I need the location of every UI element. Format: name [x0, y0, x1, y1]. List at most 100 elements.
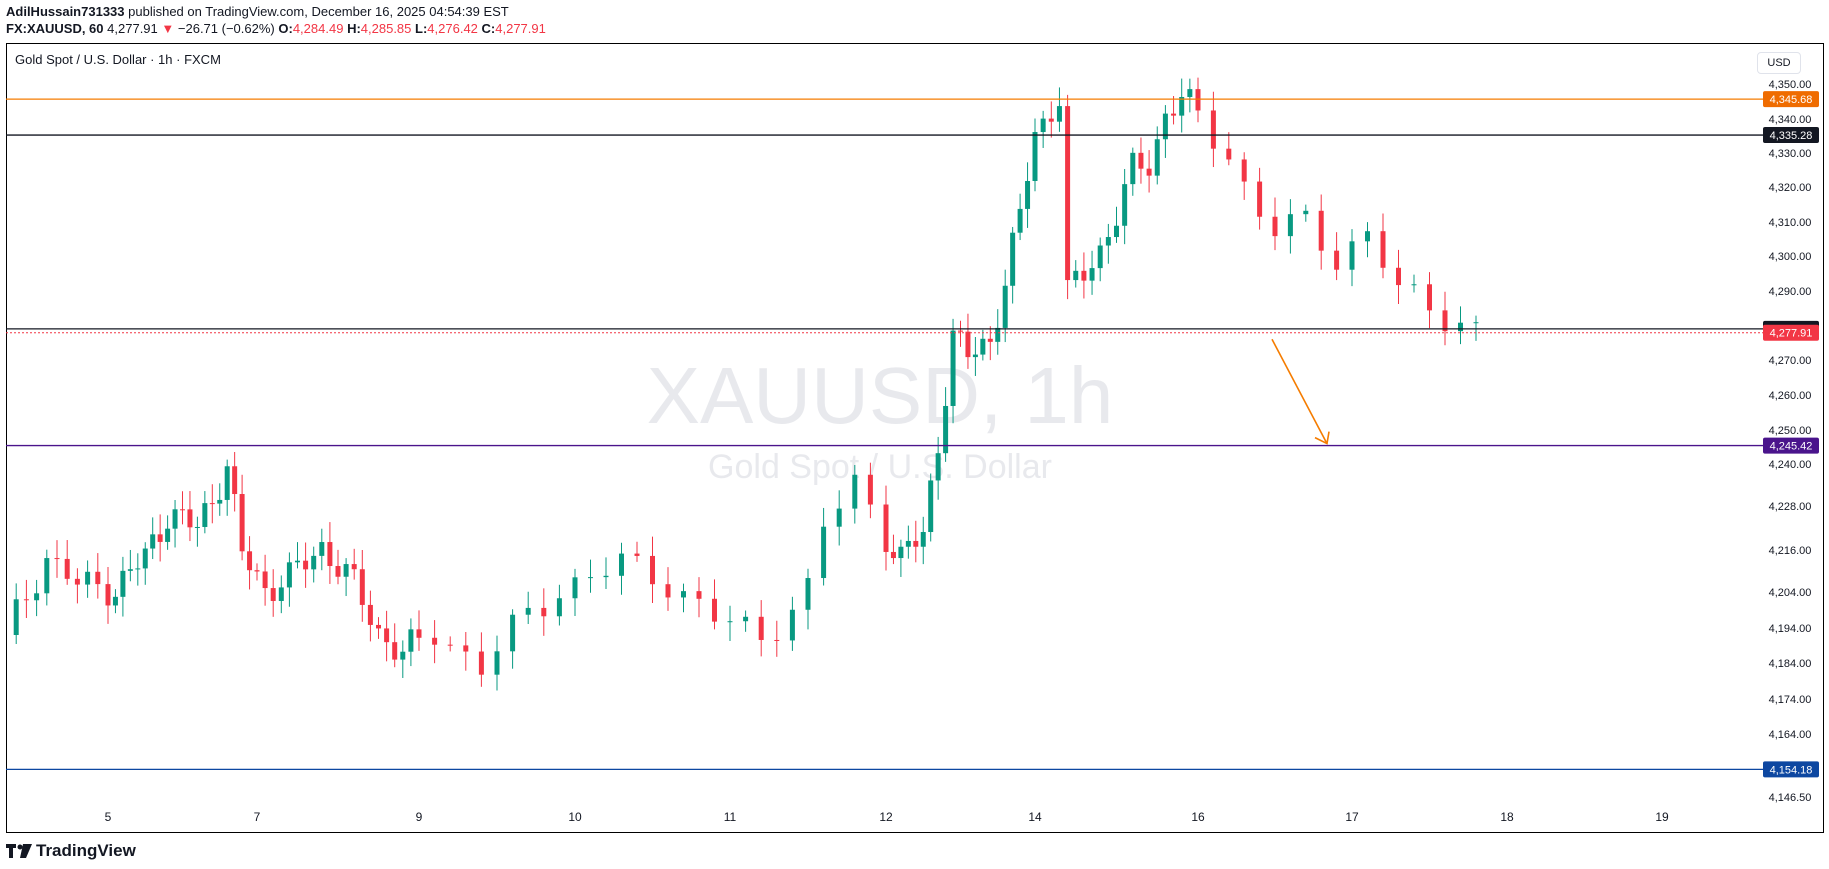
- price-change: −26.71 (−0.62%): [177, 21, 275, 36]
- tradingview-logo-icon: [6, 844, 32, 858]
- candle-body: [556, 598, 562, 617]
- candle-body: [743, 616, 749, 622]
- level-badge-label: 4,277.91: [1770, 328, 1813, 340]
- watermark-symbol: XAUUSD, 1h: [647, 351, 1114, 440]
- low-label: L:: [415, 21, 428, 36]
- price-tick-label: 4,164.00: [1769, 729, 1812, 741]
- candle-body: [311, 555, 317, 570]
- candle-body: [980, 338, 986, 355]
- candle-body: [1365, 231, 1370, 242]
- candle-body: [463, 645, 469, 652]
- candle-body: [359, 569, 365, 605]
- candle-body: [286, 562, 292, 588]
- candle-body: [319, 542, 325, 556]
- projection-arrow: [1271, 338, 1330, 445]
- candle-body: [1130, 152, 1136, 185]
- candle-body: [1442, 310, 1448, 332]
- price-tick-label: 4,300.00: [1769, 251, 1812, 263]
- candle-body: [95, 571, 101, 585]
- candle-body: [603, 575, 609, 578]
- candle-body: [1138, 152, 1144, 169]
- candle-body: [112, 596, 118, 606]
- candle-body: [1210, 110, 1216, 149]
- candle-body: [712, 598, 717, 622]
- candle-body: [789, 609, 795, 641]
- candle-body: [1287, 214, 1293, 237]
- candle-body: [384, 628, 390, 643]
- candle-body: [54, 558, 60, 560]
- price-tick-label: 4,290.00: [1769, 286, 1812, 298]
- chart-panel[interactable]: [6, 43, 1824, 833]
- close-label: C:: [481, 21, 496, 36]
- candle-body: [165, 528, 171, 542]
- candle-body: [34, 593, 40, 601]
- publisher-name[interactable]: AdilHussain731333: [6, 4, 125, 19]
- price-tick-label: 4,194.00: [1769, 623, 1812, 635]
- time-tick-label: 18: [1500, 810, 1514, 824]
- price-tick-label: 4,174.00: [1769, 694, 1812, 706]
- candle-body: [836, 508, 842, 527]
- candle-body: [217, 499, 223, 504]
- candle-body: [972, 354, 978, 358]
- candle-body: [852, 474, 858, 509]
- candle-body: [1179, 96, 1185, 116]
- candle-body: [1187, 89, 1193, 97]
- candle-body: [127, 569, 133, 571]
- last-price: 4,277.91: [107, 21, 158, 36]
- watermark-description: Gold Spot / U.S. Dollar: [708, 448, 1052, 486]
- candle-body: [1272, 216, 1278, 237]
- candle-body: [958, 330, 963, 332]
- price-tick-label: 4,310.00: [1769, 217, 1812, 229]
- candle-body: [367, 604, 373, 625]
- currency-button[interactable]: USD: [1757, 52, 1801, 74]
- candle-body: [1056, 106, 1062, 122]
- candle-body: [400, 651, 406, 660]
- price-tick-label: 4,350.00: [1769, 79, 1812, 91]
- time-tick-label: 10: [568, 810, 582, 824]
- candle-body: [432, 637, 438, 645]
- candle-body: [278, 587, 284, 601]
- candle-body: [44, 558, 50, 594]
- candle-body: [890, 551, 896, 559]
- published-text: published on TradingView.com, December 1…: [124, 4, 509, 19]
- candle-body: [665, 584, 671, 598]
- candle-body: [351, 564, 357, 570]
- close-value: 4,277.91: [495, 21, 546, 36]
- candle-body: [1025, 180, 1031, 209]
- candle-body: [920, 532, 926, 547]
- candle-body: [180, 509, 185, 511]
- candle-body: [13, 599, 19, 635]
- candle-body: [898, 546, 904, 559]
- price-axis: 4,350.00 4,340.00 4,330.00 4,320.00 4,310.00…: [1769, 79, 1812, 804]
- candle-body: [1195, 89, 1201, 111]
- level-badge: [1763, 324, 1819, 341]
- candle-body: [995, 327, 1001, 342]
- candle-body: [867, 474, 873, 505]
- time-tick-label: 11: [724, 810, 737, 824]
- candle-body: [1257, 181, 1263, 217]
- candle-body: [1349, 241, 1355, 270]
- candle-body: [913, 540, 919, 547]
- level-badge: [1763, 761, 1819, 778]
- candle-body: [1154, 139, 1160, 176]
- level-badge-label: 4,345.68: [1770, 94, 1813, 106]
- tradingview-logo[interactable]: TradingView: [6, 841, 136, 861]
- candle-body: [1162, 113, 1168, 140]
- candle-body: [1171, 113, 1177, 116]
- candle-body: [295, 560, 300, 563]
- price-tick-label: 4,340.00: [1769, 114, 1812, 126]
- candle-body: [1427, 284, 1432, 311]
- candle-body: [335, 566, 341, 577]
- high-value: 4,285.85: [360, 21, 412, 36]
- candle-body: [950, 330, 956, 406]
- levels-layer: 4,345.684,335.284,279.024,277.914,245.42…: [6, 91, 1819, 778]
- candle-body: [1334, 250, 1340, 270]
- candle-body: [905, 540, 911, 547]
- candle-body: [343, 564, 349, 577]
- candle-body: [23, 599, 29, 601]
- level-badge: [1763, 127, 1819, 144]
- symbol-info: FX:XAUUSD, 60 4,277.91 ▼ −26.71 (−0.62%)…: [6, 21, 546, 36]
- price-tick-label: 4,184.00: [1769, 658, 1812, 670]
- candle-body: [408, 629, 414, 652]
